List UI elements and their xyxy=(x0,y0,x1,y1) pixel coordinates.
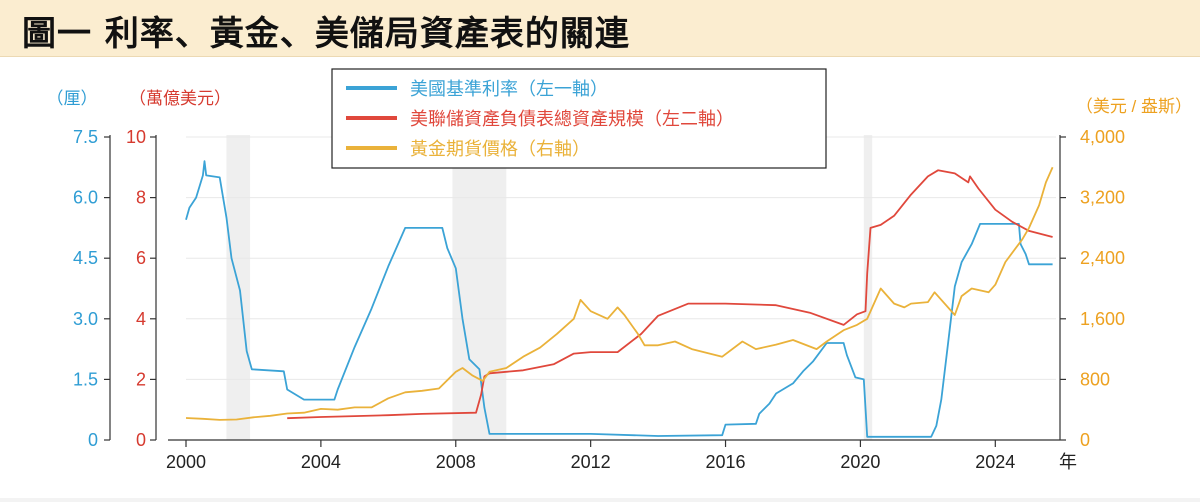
left2-unit-label: （萬億美元） xyxy=(129,89,231,108)
left1-tick-label: 6.0 xyxy=(73,188,98,208)
left2-tick-label: 10 xyxy=(126,127,146,147)
bottom-rule xyxy=(0,498,1200,502)
axis-labels: 0 1.5 3.0 4.5 6.0 7.5 0 2 4 6 8 10 0 800 1,600 2,400 3,2… xyxy=(47,89,1193,472)
left2-tick-label: 4 xyxy=(136,309,146,329)
left1-tick-label: 4.5 xyxy=(73,248,98,268)
x-tick-label: 2016 xyxy=(706,452,746,472)
left2-tick-label: 0 xyxy=(136,430,146,450)
gold-price-line xyxy=(185,166,1054,421)
left1-tick-label: 1.5 xyxy=(73,369,98,389)
legend-label: 美聯儲資產負債表總資產規模（左二軸） xyxy=(410,109,734,129)
x-tick-label: 2000 xyxy=(166,452,206,472)
interest-rate-line xyxy=(185,160,1053,438)
left2-tick-label: 8 xyxy=(136,188,146,208)
recession-band xyxy=(863,135,873,440)
right-tick-label: 0 xyxy=(1080,430,1090,450)
recession-band xyxy=(452,135,507,440)
chart-title: 圖一 利率、黃金、美儲局資產表的關連 xyxy=(22,14,630,54)
recession-band xyxy=(226,135,251,440)
left1-tick-label: 3.0 xyxy=(73,309,98,329)
title-bar: 圖一 利率、黃金、美儲局資產表的關連 xyxy=(0,0,1200,57)
recession-bands xyxy=(226,135,873,440)
axes xyxy=(104,135,1066,447)
x-tick-label: 2008 xyxy=(436,452,476,472)
x-tick-label: 2020 xyxy=(840,452,880,472)
gridlines xyxy=(186,136,1056,380)
left1-unit-label: （厘） xyxy=(47,89,98,108)
x-tick-label: 2012 xyxy=(571,452,611,472)
left2-tick-label: 6 xyxy=(136,248,146,268)
right-tick-label: 2,400 xyxy=(1080,248,1125,268)
right-tick-label: 800 xyxy=(1080,369,1110,389)
left2-tick-label: 2 xyxy=(136,369,146,389)
right-tick-label: 3,200 xyxy=(1080,188,1125,208)
legend-label: 黃金期貨價格（右軸） xyxy=(410,139,590,159)
right-unit-label: （美元 / 盎斯） xyxy=(1076,97,1192,116)
right-tick-label: 4,000 xyxy=(1080,127,1125,147)
x-unit-label: 年 xyxy=(1059,452,1077,472)
fed-balance-sheet-line xyxy=(287,169,1053,420)
x-tick-label: 2004 xyxy=(301,452,341,472)
legend: 美國基準利率（左一軸） 美聯儲資產負債表總資產規模（左二軸） 黃金期貨價格（右軸） xyxy=(331,68,827,169)
left1-tick-label: 7.5 xyxy=(73,127,98,147)
x-tick-label: 2024 xyxy=(975,452,1015,472)
left1-tick-label: 0 xyxy=(88,430,98,450)
legend-label: 美國基準利率（左一軸） xyxy=(410,79,608,99)
series-lines xyxy=(185,160,1054,438)
right-tick-label: 1,600 xyxy=(1080,309,1125,329)
legend-box xyxy=(331,68,827,169)
